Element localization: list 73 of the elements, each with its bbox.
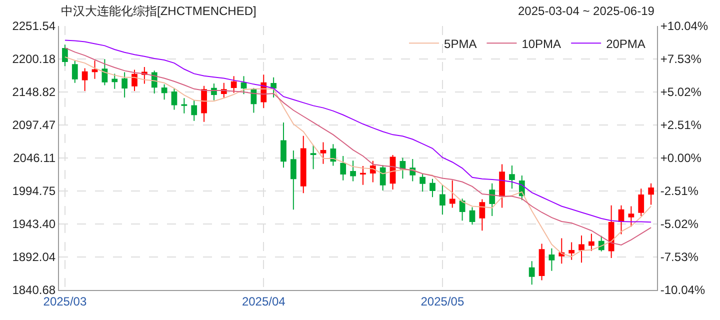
- candlestick: [350, 160, 356, 182]
- candlestick: [270, 76, 276, 98]
- y2-tick-label: +5.02%: [660, 85, 702, 100]
- y-tick-label: 2200.18: [12, 52, 56, 66]
- candlestick: [499, 164, 505, 208]
- y-tick-label: 2251.54: [12, 19, 56, 34]
- y2-tick-label: -7.53%: [660, 250, 699, 264]
- candlestick: [400, 157, 406, 180]
- candlestick: [280, 122, 286, 168]
- candlestick: [558, 238, 565, 264]
- x-tick-label: 2025/05: [420, 294, 464, 308]
- candlestick: [82, 68, 88, 92]
- candlestick: [122, 72, 128, 98]
- chart-subtitle: 2025-03-04 ~ 2025-06-19: [518, 4, 655, 18]
- candlestick: [578, 235, 584, 264]
- candlestick: [181, 98, 188, 114]
- legend-label: 10PMA: [522, 36, 562, 51]
- candlestick: [440, 184, 446, 215]
- candlestick: [568, 242, 575, 260]
- candlestick: [132, 69, 138, 92]
- chart-title: 中汉大连能化综指[ZHCTMENCHED]: [61, 4, 256, 18]
- candlestick: [290, 150, 296, 210]
- candlestick: [469, 206, 476, 226]
- candlestick: [72, 60, 78, 84]
- legend-label: 20PMA: [606, 36, 646, 51]
- candlestick: [330, 144, 336, 166]
- candlestick: [509, 164, 515, 190]
- candlestick: [608, 204, 614, 259]
- y2-tick-label: -5.02%: [660, 217, 699, 232]
- candlestick: [230, 76, 237, 94]
- candlestick: [538, 243, 545, 281]
- candlestick: [618, 204, 624, 235]
- y-tick-label: 2097.47: [12, 118, 56, 132]
- candlestick: [310, 144, 316, 170]
- candlestick: [548, 248, 555, 272]
- candlestick: [479, 198, 486, 232]
- candlestick: [528, 260, 535, 286]
- candlestick: [449, 180, 456, 208]
- candlestick: [320, 142, 326, 164]
- candlestick: [300, 135, 306, 194]
- candlestick: [360, 166, 366, 186]
- candlestick: [420, 173, 426, 192]
- candlestick: [638, 188, 644, 217]
- y2-tick-label: -2.51%: [660, 184, 699, 198]
- candlestick: [240, 76, 247, 95]
- legend-label: 5PMA: [444, 36, 477, 51]
- y-tick-label: 2148.82: [12, 85, 56, 100]
- candlestick: [430, 178, 436, 198]
- x-tick-label: 2025/04: [242, 294, 286, 308]
- y2-tick-label: +10.04%: [660, 19, 708, 34]
- y2-tick-label: +0.00%: [660, 151, 702, 166]
- candlestick: [161, 84, 168, 100]
- candlestick: [62, 44, 68, 67]
- candlestick: [459, 198, 466, 222]
- candlestick: [102, 58, 108, 86]
- candlestick: [112, 73, 118, 90]
- y2-tick-label: +2.51%: [660, 118, 702, 132]
- y-tick-label: 1943.40: [12, 217, 56, 232]
- y-tick-label: 1994.75: [12, 184, 56, 198]
- candlestick: [201, 85, 207, 122]
- y-tick-label: 2046.11: [13, 151, 56, 166]
- candlestick: [340, 156, 346, 181]
- candlestick: [171, 88, 178, 110]
- y2-tick-label: +7.53%: [660, 52, 702, 66]
- y2-tick-label: -10.04%: [660, 283, 706, 298]
- candlestick: [588, 233, 594, 252]
- candlestick: [489, 182, 496, 217]
- candlestick: [191, 100, 198, 122]
- candlestick: [380, 164, 386, 191]
- candlestick: [628, 206, 634, 228]
- candlestick: [648, 182, 654, 206]
- y-tick-label: 1892.04: [12, 250, 56, 264]
- candlestick: [92, 60, 98, 80]
